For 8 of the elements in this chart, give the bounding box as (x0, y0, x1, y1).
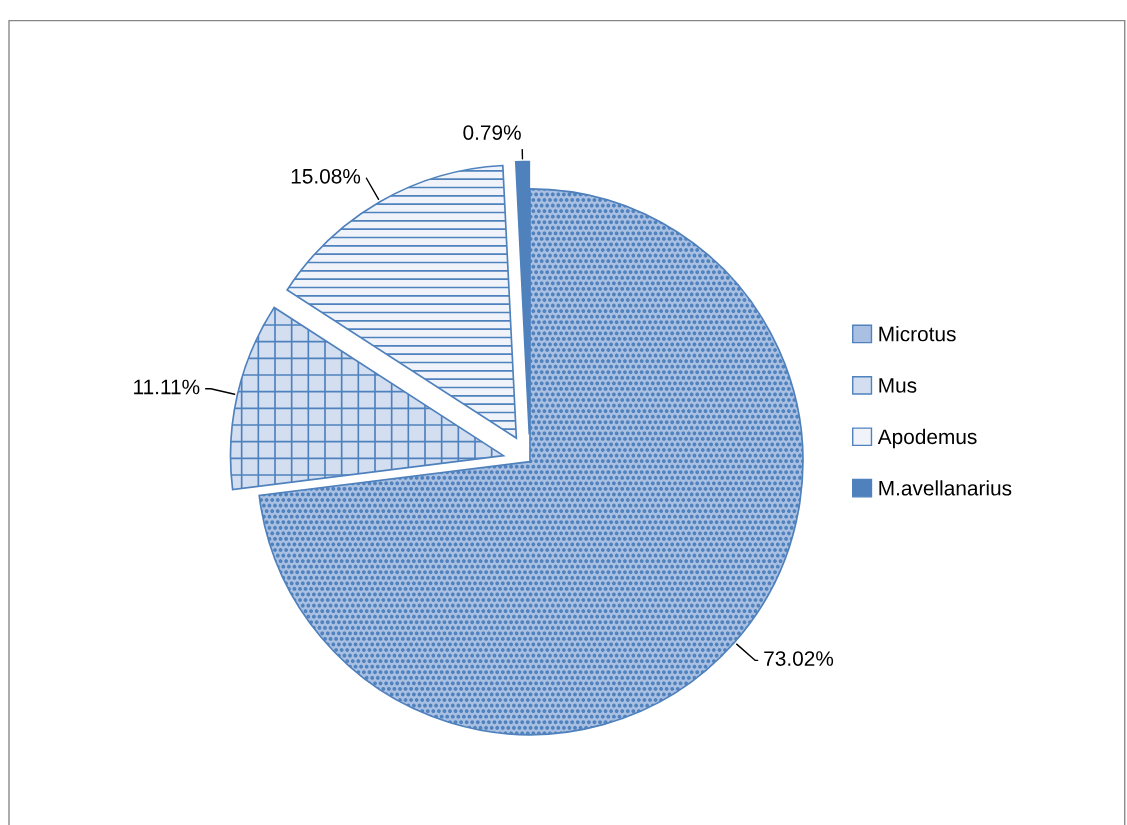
legend-label: Apodemus (877, 428, 977, 449)
data-label: 11.11% (134, 379, 200, 395)
legend-label: M.avellanarius (879, 480, 1012, 496)
data-label: 73.02% (764, 651, 834, 666)
legend-label: Mus (879, 378, 917, 393)
data-label: 0.79% (463, 125, 521, 140)
legend-label: Microtus (879, 326, 956, 342)
data-label: 15.08% (291, 168, 361, 184)
